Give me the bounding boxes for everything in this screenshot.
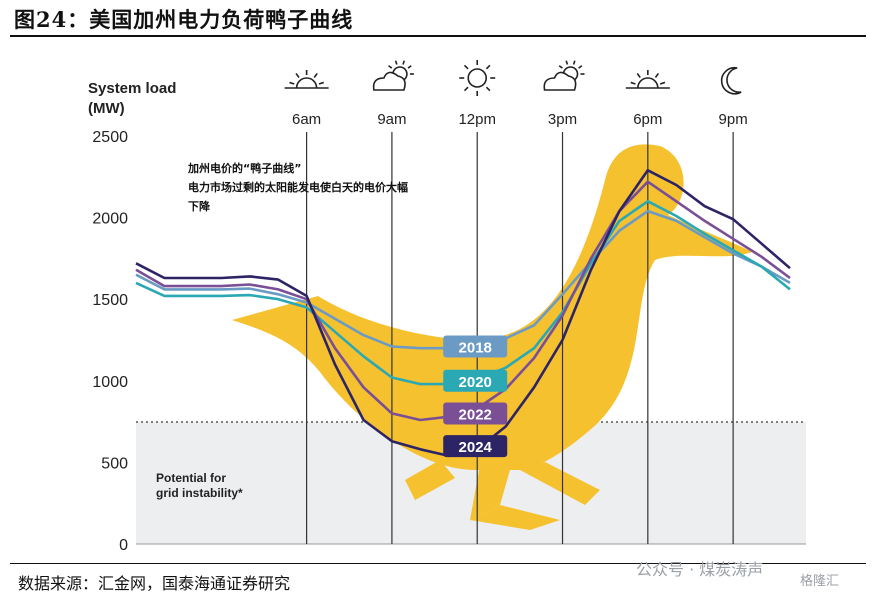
time-label: 12pm — [458, 111, 496, 128]
y-tick-label: 1000 — [92, 374, 128, 391]
year-badge-label: 2018 — [459, 340, 492, 357]
y-axis-label-line2: (MW) — [88, 100, 125, 117]
y-tick-label: 500 — [101, 455, 128, 472]
source-note: 数据来源：汇金网，国泰海通证券研究 — [18, 574, 291, 593]
annotation-line3: 下降 — [188, 199, 211, 213]
annotation-line1: 加州电价的“鸭子曲线” — [187, 161, 301, 175]
partly-cloudy-icon — [543, 60, 585, 91]
moon-icon — [720, 66, 742, 95]
time-label: 3pm — [548, 111, 577, 128]
y-tick-label: 2000 — [92, 211, 128, 228]
y-tick-label: 1500 — [92, 292, 128, 309]
year-badge-2018 — [443, 335, 508, 358]
year-badge-2024 — [443, 435, 508, 458]
year-badge-label: 2022 — [459, 406, 492, 423]
year-badges: 2018 2020 2022 2024 — [443, 335, 508, 458]
time-label: 9pm — [719, 111, 748, 128]
y-tick-label: 2500 — [92, 129, 128, 146]
time-label: 6am — [292, 111, 321, 128]
y-tick-label: 0 — [119, 537, 128, 554]
sunrise-icon — [284, 70, 329, 89]
time-label: 6pm — [633, 111, 662, 128]
duck-illustration — [232, 144, 752, 530]
annotation-line2: 电力市场过剩的太阳能发电使白天的电价大幅 — [188, 180, 408, 194]
source-divider — [10, 563, 866, 564]
year-badge-2020 — [443, 369, 508, 392]
year-badge-label: 2024 — [459, 439, 493, 456]
instability-label-line1: Potential for — [156, 471, 226, 485]
year-badge-2022 — [443, 402, 508, 425]
time-axis: 6am 9am 12pm 3pm 6pm 9pm — [284, 60, 748, 128]
year-badge-label: 2020 — [459, 374, 492, 391]
title-divider — [10, 35, 866, 37]
watermark: 公众号 · 煤炭涛声 — [636, 560, 764, 579]
time-label: 9am — [377, 111, 406, 128]
sunset-icon — [625, 70, 670, 89]
instability-label-line2: grid instability* — [156, 486, 243, 500]
y-axis: 0 500 1000 1500 2000 2500 — [92, 129, 806, 554]
sun-icon — [459, 60, 496, 96]
figure-title: 图24：美国加州电力负荷鸭子曲线 — [14, 7, 354, 32]
partly-cloudy-icon — [372, 60, 414, 91]
y-axis-label-line1: System load — [88, 80, 176, 97]
watermark-brand: 格隆汇 — [800, 574, 840, 589]
